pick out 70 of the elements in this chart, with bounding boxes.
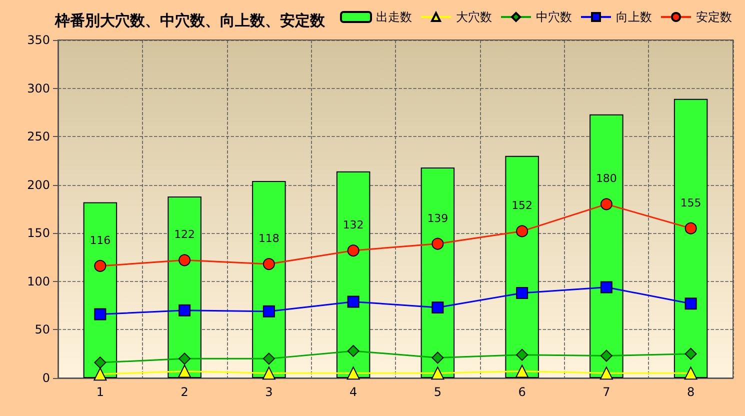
point xyxy=(684,348,697,360)
y-tick-label: 250 xyxy=(27,130,50,144)
x-tick-label: 8 xyxy=(686,385,695,399)
data-label: 139 xyxy=(427,212,448,225)
point xyxy=(684,222,697,234)
y-tick-label: 0 xyxy=(42,371,50,385)
bar xyxy=(674,98,708,378)
point xyxy=(600,350,612,362)
point xyxy=(347,244,360,257)
data-label: 132 xyxy=(342,218,364,232)
x-tick-label: 7 xyxy=(602,385,610,399)
x-tick-label: 5 xyxy=(434,385,442,399)
y-tick-label: 300 xyxy=(27,81,50,96)
point xyxy=(600,366,613,380)
bar xyxy=(590,114,624,378)
y-tick-label: 350 xyxy=(27,33,50,47)
point xyxy=(516,364,529,378)
point xyxy=(178,352,191,365)
point xyxy=(432,302,444,314)
point xyxy=(516,348,528,361)
legend-label: 大穴数 xyxy=(456,10,492,24)
point xyxy=(432,238,444,250)
data-label: 180 xyxy=(596,172,617,186)
y-tick-label: 150 xyxy=(27,226,50,240)
y-tick-label: 200 xyxy=(27,178,50,192)
point xyxy=(94,356,106,369)
point xyxy=(684,298,697,310)
point xyxy=(347,344,360,357)
bar xyxy=(505,156,539,378)
data-label: 118 xyxy=(258,232,280,246)
point xyxy=(600,198,612,210)
data-label: 152 xyxy=(512,199,533,212)
legend-label: 出走数 xyxy=(376,10,412,24)
point xyxy=(684,366,698,380)
legend-label: 安定数 xyxy=(696,10,732,24)
bar xyxy=(252,180,286,378)
bar xyxy=(83,202,118,378)
point xyxy=(178,254,191,266)
legend-label: 中穴数 xyxy=(536,10,572,24)
point xyxy=(94,308,106,320)
point xyxy=(94,368,107,381)
x-tick-label: 6 xyxy=(518,385,526,399)
y-tick-label: 100 xyxy=(27,274,50,288)
x-tick-label: 3 xyxy=(265,385,273,399)
data-label: 116 xyxy=(90,234,111,247)
bar xyxy=(420,167,455,378)
point xyxy=(262,366,276,380)
point xyxy=(178,364,192,378)
x-tick-label: 4 xyxy=(349,385,358,399)
point xyxy=(516,287,528,300)
point xyxy=(600,281,612,294)
data-label: 122 xyxy=(174,228,196,242)
x-tick-label: 1 xyxy=(96,385,104,399)
point xyxy=(262,305,275,318)
point xyxy=(431,366,444,380)
bar xyxy=(336,171,370,378)
data-label: 155 xyxy=(680,196,702,210)
chart-title: 枠番別大穴数、中穴数、向上数、安定数 xyxy=(54,12,326,30)
bar xyxy=(168,196,202,378)
point xyxy=(262,258,275,270)
point xyxy=(346,366,360,380)
point xyxy=(432,352,444,364)
point xyxy=(347,296,360,308)
point xyxy=(178,304,191,316)
y-tick-label: 50 xyxy=(34,322,50,337)
x-tick-label: 2 xyxy=(180,385,188,399)
legend-label: 向上数 xyxy=(616,10,652,24)
point xyxy=(262,352,275,365)
point xyxy=(94,260,106,272)
point xyxy=(516,225,528,238)
